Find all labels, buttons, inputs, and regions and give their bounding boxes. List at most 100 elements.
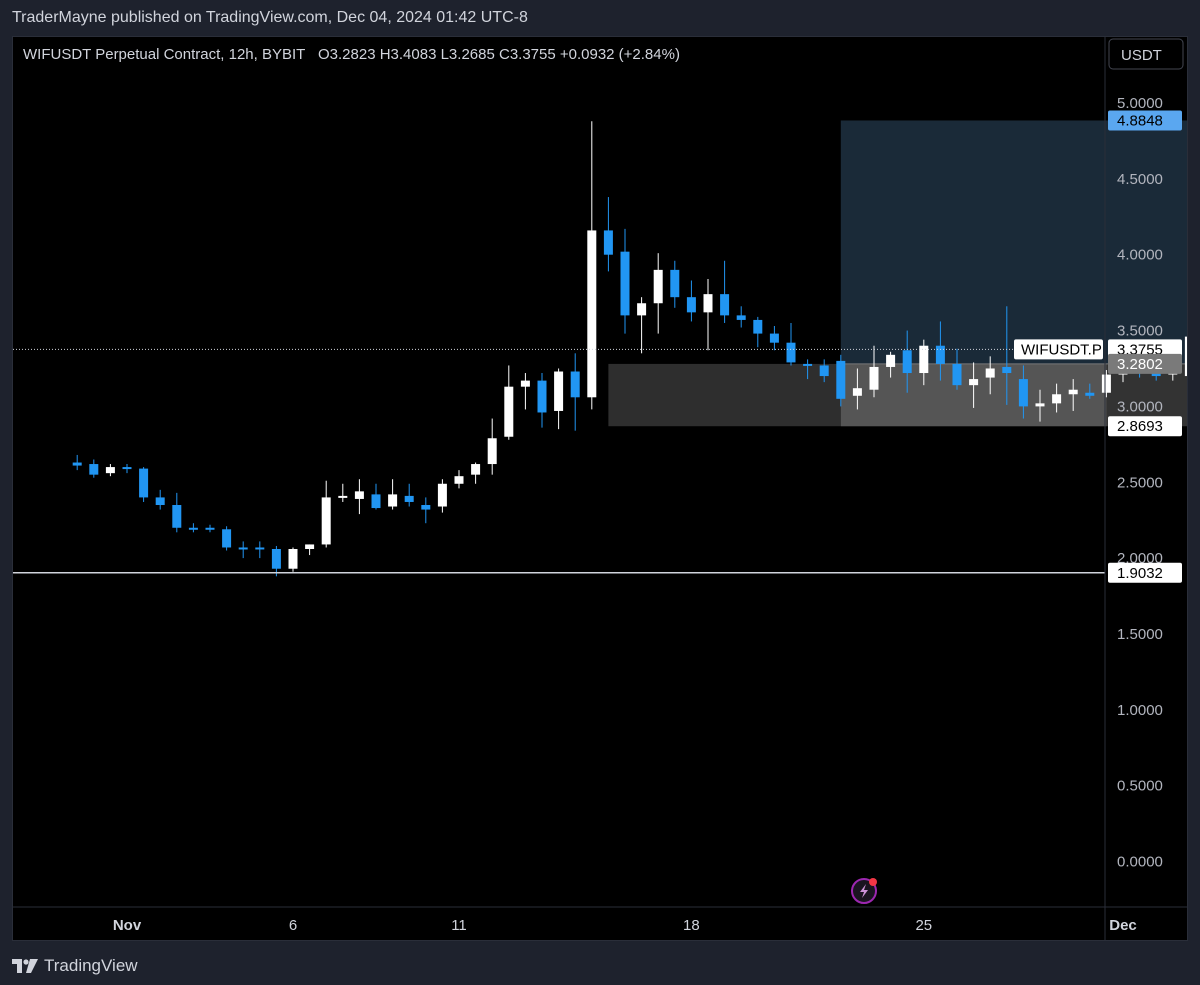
price-label-box <box>1108 353 1182 374</box>
candle-body <box>155 497 165 506</box>
time-axis[interactable]: Nov6111825Dec9 <box>113 917 1187 934</box>
candle-body <box>803 363 813 366</box>
candle-body <box>786 342 796 363</box>
candle-body <box>587 230 597 398</box>
candle-body <box>321 497 331 545</box>
candle-body <box>354 491 364 499</box>
candle-body <box>570 371 580 398</box>
candle-body <box>188 527 198 530</box>
candle-body <box>554 371 564 411</box>
x-tick-label: 6 <box>289 917 297 934</box>
currency-label[interactable]: USDT <box>1121 47 1162 64</box>
candle-body <box>172 505 182 528</box>
target-zone <box>840 120 1200 364</box>
candle-body <box>288 548 298 569</box>
candle-body <box>736 315 746 320</box>
candle-body <box>371 494 381 509</box>
candle-body <box>686 297 696 313</box>
candle-body <box>1101 374 1111 393</box>
candle-body <box>487 438 497 465</box>
candle-body <box>952 363 962 386</box>
candle-body <box>720 294 730 316</box>
candle-body <box>620 251 630 316</box>
candle-body <box>421 505 431 510</box>
candle-body <box>255 547 265 550</box>
candle-body <box>637 303 647 316</box>
candle-body <box>1052 394 1062 404</box>
x-tick-label: 11 <box>451 917 467 934</box>
y-tick-label: 3.5000 <box>1117 323 1163 340</box>
candle-body <box>653 269 663 304</box>
price-lines <box>13 348 1105 574</box>
candle-body <box>504 386 514 437</box>
y-tick-label: 2.5000 <box>1117 474 1163 491</box>
chart-title: WIFUSDT Perpetual Contract, 12h, BYBIT <box>23 46 305 63</box>
candle-body <box>935 345 945 364</box>
price-label-level: 1.9032 <box>1117 565 1163 582</box>
publisher-header: TraderMayne published on TradingView.com… <box>0 0 1200 36</box>
candle-body <box>869 366 879 390</box>
candle-body <box>238 547 248 550</box>
candle-body <box>985 368 995 378</box>
x-tick-label: 18 <box>683 917 700 934</box>
candle-body <box>222 529 232 548</box>
y-tick-label: 1.5000 <box>1117 626 1163 643</box>
candle-body <box>902 350 912 374</box>
y-tick-label: 5.0000 <box>1117 95 1163 112</box>
candle-body <box>1035 403 1045 407</box>
candle-body <box>819 365 829 377</box>
candle-body <box>72 462 82 466</box>
symbol-label: WIFUSDT.P <box>1021 341 1102 358</box>
y-tick-label: 3.0000 <box>1117 398 1163 415</box>
candles-layer <box>72 121 1194 577</box>
price-label-box <box>1108 416 1182 437</box>
x-tick-label: Dec <box>1109 917 1137 934</box>
tradingview-logo[interactable]: TradingView <box>12 956 138 976</box>
left-gray-zone <box>608 363 841 427</box>
candle-body <box>1085 392 1095 396</box>
candle-body <box>388 494 398 507</box>
candle-body <box>769 333 779 343</box>
candle-body <box>852 388 862 396</box>
y-tick-label: 1.0000 <box>1117 702 1163 719</box>
candle-body <box>753 319 763 334</box>
candle-body <box>205 527 215 530</box>
price-label-stop: 2.8693 <box>1117 418 1163 435</box>
candle-body <box>1018 379 1028 407</box>
x-tick-label: 25 <box>915 917 932 934</box>
candle-body <box>703 294 713 313</box>
y-tick-label: 0.5000 <box>1117 778 1163 795</box>
price-label-target: 4.8848 <box>1117 112 1163 129</box>
candle-body <box>603 230 613 255</box>
symbol-label-box <box>1014 339 1103 360</box>
price-axis[interactable]: 5.00004.50004.00003.50003.00002.50002.00… <box>1117 95 1163 871</box>
candle-body <box>969 379 979 386</box>
candle-body <box>437 483 447 507</box>
x-tick-label: Nov <box>113 917 142 934</box>
candlestick-chart[interactable]: 5.00004.50004.00003.50003.00002.50002.00… <box>13 37 1200 940</box>
lightning-alert-icon[interactable] <box>851 878 877 904</box>
candle-body <box>271 548 281 569</box>
chart-frame[interactable]: 5.0000 4.5000 4.0000 3.5000 3.0000 2.5000 2.00… <box>12 36 1200 941</box>
brand-name: TradingView <box>44 956 138 975</box>
candle-body <box>670 269 680 298</box>
candle-body <box>89 464 99 475</box>
y-tick-label: 0.0000 <box>1117 854 1163 871</box>
publisher-text: TraderMayne published on TradingView.com… <box>12 9 528 26</box>
candle-body <box>919 345 929 374</box>
candle-body <box>454 476 464 484</box>
candle-body <box>404 495 414 502</box>
y-tick-label: 4.0000 <box>1117 247 1163 264</box>
price-label-entry: 3.2802 <box>1117 356 1163 373</box>
candle-body <box>139 468 149 498</box>
tradingview-logo-icon <box>12 959 38 973</box>
y-tick-label: 4.5000 <box>1117 171 1163 188</box>
price-label-box <box>1108 562 1182 583</box>
candle-body <box>1002 366 1012 374</box>
candle-body <box>886 354 896 367</box>
candle-body <box>305 544 315 549</box>
candle-body <box>338 495 348 498</box>
currency-button[interactable]: USDT <box>1108 38 1184 70</box>
footer: TradingView <box>0 945 1200 985</box>
